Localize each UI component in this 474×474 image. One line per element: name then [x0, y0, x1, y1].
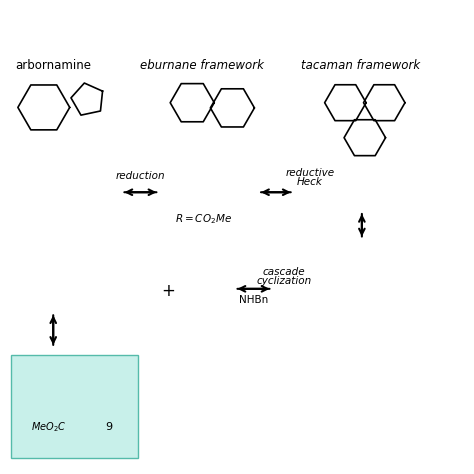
Text: tacaman framework: tacaman framework: [301, 58, 420, 72]
Text: +: +: [162, 282, 175, 300]
Text: cascade: cascade: [263, 267, 305, 277]
Text: 9: 9: [105, 422, 112, 432]
Text: eburnane framework: eburnane framework: [140, 58, 264, 72]
Text: Heck: Heck: [297, 177, 323, 187]
Text: $MeO_2C$: $MeO_2C$: [31, 420, 66, 434]
Text: NHBn: NHBn: [239, 295, 268, 305]
Text: arbornamine: arbornamine: [15, 58, 91, 72]
Text: $R = CO_2Me$: $R = CO_2Me$: [175, 213, 233, 227]
Bar: [11, 355, 138, 458]
Text: cyclization: cyclization: [256, 275, 312, 285]
Text: reductive: reductive: [285, 168, 335, 178]
Text: reduction: reduction: [116, 172, 165, 182]
